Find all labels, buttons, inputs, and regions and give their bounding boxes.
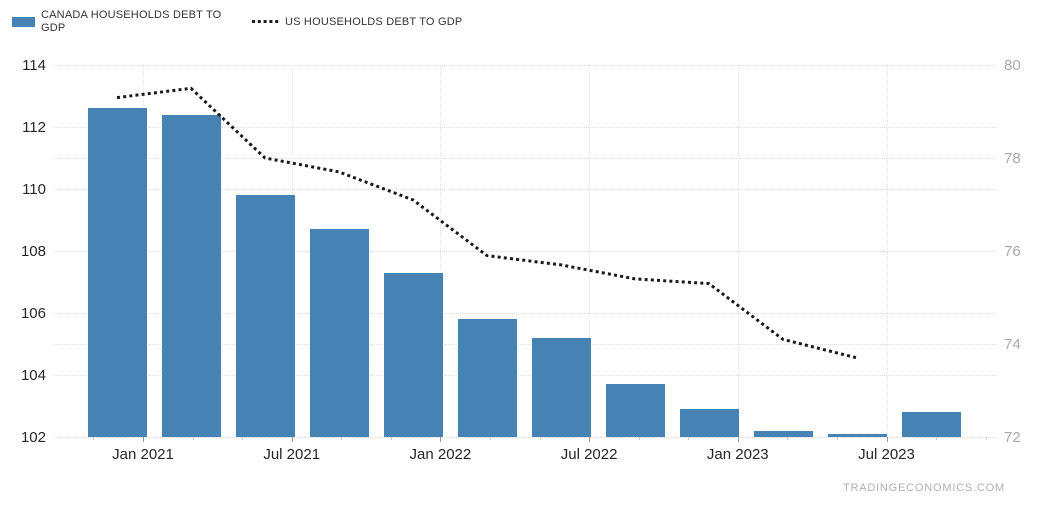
gridline-v-4 <box>589 65 591 437</box>
gridline-v-5 <box>737 65 739 437</box>
y-axis-left-label-114: 114 <box>22 57 46 74</box>
bar-apr-2023 <box>827 433 887 437</box>
y-axis-left-label-108: 108 <box>20 243 46 260</box>
canada-bar-swatch-icon <box>12 17 35 27</box>
y-axis-right-label-80: 80 <box>1004 57 1021 74</box>
x-axis-label-1: Jan 2021 <box>112 446 174 463</box>
x-axis-label-4: Jul 2022 <box>560 446 618 463</box>
y-axis-right-label-76: 76 <box>1004 243 1021 260</box>
bar-jul-2022 <box>605 384 665 437</box>
bar-jul-2023 <box>901 412 961 437</box>
us-debt-line <box>116 86 858 360</box>
x-axis-minor-tick <box>638 437 640 440</box>
x-axis-minor-tick <box>242 437 244 440</box>
gridline-right-78 <box>54 158 995 159</box>
bar-jan-2023 <box>753 430 813 437</box>
x-axis-major-tick <box>143 437 144 442</box>
gridline-right-74 <box>54 344 995 345</box>
x-axis-label-2: Jul 2021 <box>263 446 321 463</box>
bar-jul-2021 <box>309 229 369 437</box>
bar-jan-2021 <box>161 114 221 437</box>
gridline-right-76 <box>54 251 995 252</box>
x-axis-minor-tick <box>93 437 95 440</box>
gridline-left-110 <box>54 189 995 190</box>
x-axis-minor-tick <box>985 437 987 440</box>
bar-jan-2022 <box>457 319 517 437</box>
gridline-left-104 <box>54 375 995 376</box>
y-axis-right-label-74: 74 <box>1004 336 1021 353</box>
x-axis-minor-tick <box>836 437 838 440</box>
y-axis-left-label-106: 106 <box>20 305 46 322</box>
x-axis-label-3: Jan 2022 <box>409 446 472 463</box>
y-axis-left-label-104: 104 <box>20 367 46 384</box>
x-axis-major-tick <box>291 437 293 442</box>
y-axis-left-label-112: 112 <box>22 119 46 136</box>
x-axis-label-5: Jan 2023 <box>706 446 769 463</box>
gridline-left-112 <box>54 127 995 128</box>
x-axis-minor-tick <box>539 437 541 440</box>
bar-oct-2022 <box>679 409 739 437</box>
y-axis-left-label-110: 110 <box>22 181 46 198</box>
legend: CANADA HOUSEHOLDS DEBT TO GDP US HOUSEHO… <box>12 7 462 37</box>
gridline-v-6 <box>886 65 888 437</box>
x-axis-minor-tick <box>390 437 392 440</box>
legend-item-canada[interactable]: CANADA HOUSEHOLDS DEBT TO GDP <box>12 9 252 34</box>
x-axis-minor-tick <box>688 437 690 440</box>
y-axis-right-label-78: 78 <box>1004 150 1021 167</box>
bar-oct-2021 <box>383 272 443 437</box>
x-axis-major-tick <box>737 437 739 442</box>
bar-oct-2020 <box>87 108 147 437</box>
x-axis-minor-tick <box>489 437 491 440</box>
gridline-right-80 <box>54 65 995 66</box>
us-dotted-line-swatch-icon <box>252 20 279 24</box>
x-axis-major-tick <box>886 437 888 442</box>
watermark: TRADINGECONOMICS.COM <box>842 482 1005 494</box>
x-axis-major-tick <box>440 437 442 442</box>
x-axis-major-tick <box>589 437 591 442</box>
y-axis-right-label-72: 72 <box>1004 429 1021 446</box>
plot-area <box>54 65 995 438</box>
bar-apr-2022 <box>531 337 591 437</box>
x-axis-minor-tick <box>341 437 343 440</box>
x-axis-minor-tick <box>936 437 938 440</box>
legend-canada-label: CANADA HOUSEHOLDS DEBT TO GDP <box>41 9 222 34</box>
x-axis-minor-tick <box>192 437 194 440</box>
x-axis-minor-tick <box>787 437 789 440</box>
gridline-v-3 <box>440 65 442 437</box>
bar-apr-2021 <box>235 195 295 437</box>
gridline-left-106 <box>54 313 995 314</box>
y-axis-left-label-102: 102 <box>20 429 46 446</box>
legend-us-label: US HOUSEHOLDS DEBT TO GDP <box>285 15 463 28</box>
x-axis-label-6: Jul 2023 <box>858 446 915 463</box>
gridline-right-72 <box>54 437 995 438</box>
legend-item-us[interactable]: US HOUSEHOLDS DEBT TO GDP <box>252 16 462 29</box>
